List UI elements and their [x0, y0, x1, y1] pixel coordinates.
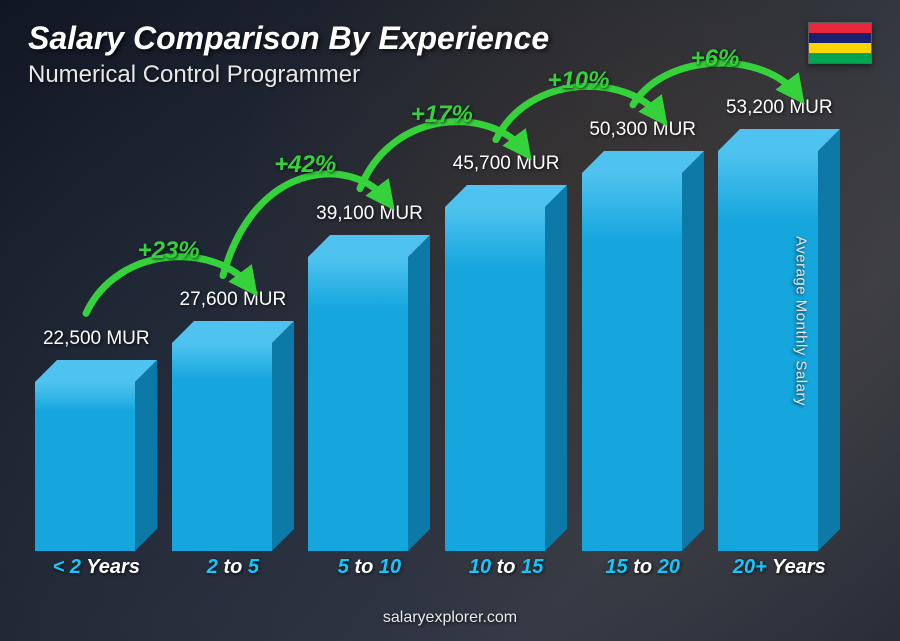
increase-label: +42% [274, 151, 336, 179]
increase-arc: +6% [619, 37, 818, 119]
bar-category-label: 10 to 15 [469, 556, 544, 579]
bar-value-label: 22,500 MUR [43, 328, 150, 350]
bar [718, 129, 840, 551]
source-footer: salaryexplorer.com [383, 609, 517, 627]
bar-category-label: 15 to 20 [605, 556, 680, 579]
country-flag-icon [808, 22, 872, 64]
chart-title: Salary Comparison By Experience [28, 20, 549, 57]
increase-label: +6% [691, 45, 740, 73]
bar [582, 151, 704, 551]
bar-category-label: < 2 Years [53, 556, 140, 579]
increase-label: +17% [411, 101, 473, 129]
chart-subtitle: Numerical Control Programmer [28, 61, 549, 89]
title-block: Salary Comparison By Experience Numerica… [28, 20, 549, 89]
bar [445, 185, 567, 551]
bar-category-label: 20+ Years [733, 556, 826, 579]
bar-category-label: 5 to 10 [338, 556, 401, 579]
bar-slot: 53,200 MUR20+ Years [711, 99, 848, 579]
chart-area: 22,500 MUR< 2 Years27,600 MUR2 to 539,10… [28, 99, 848, 579]
bar-category-label: 2 to 5 [207, 556, 259, 579]
increase-label: +10% [547, 67, 609, 95]
increase-label: +23% [138, 237, 200, 265]
bar [172, 321, 294, 551]
y-axis-label: Average Monthly Salary [793, 236, 810, 406]
bar [35, 360, 157, 551]
bar-slot: 50,300 MUR15 to 20 [574, 99, 711, 579]
bar-slot: 22,500 MUR < 2 Years [28, 99, 165, 579]
infographic-canvas: Salary Comparison By Experience Numerica… [0, 0, 900, 641]
